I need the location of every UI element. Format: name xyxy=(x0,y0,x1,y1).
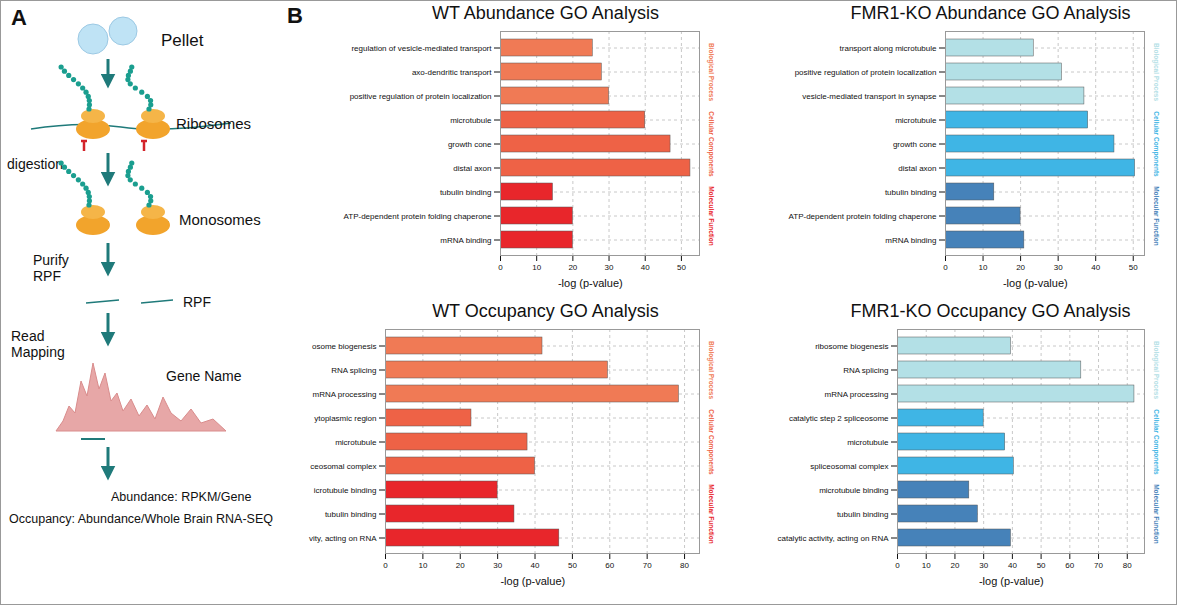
svg-text:80: 80 xyxy=(680,561,689,570)
svg-text:Molecular Function: Molecular Function xyxy=(708,186,715,246)
svg-text:icrotubule binding: icrotubule binding xyxy=(314,486,377,495)
html-text:-log (p-value): -log (p-value) xyxy=(500,575,566,587)
svg-text:spliceosomal complex: spliceosomal complex xyxy=(810,462,888,471)
svg-text:10: 10 xyxy=(418,561,427,570)
svg-text:catalytic activity, acting on: catalytic activity, acting on RNA xyxy=(777,534,889,543)
svg-text:60: 60 xyxy=(605,561,614,570)
svg-text:Cellular Components: Cellular Components xyxy=(707,409,715,475)
svg-text:tubulin binding: tubulin binding xyxy=(837,510,889,519)
html-text:WT Occupancy GO Analysis: WT Occupancy GO Analysis xyxy=(432,301,659,321)
svg-text:40: 40 xyxy=(1008,561,1017,570)
svg-text:0: 0 xyxy=(943,263,948,272)
svg-text:40: 40 xyxy=(1091,263,1100,272)
svg-text:50: 50 xyxy=(1129,263,1138,272)
svg-text:positive regulation of protein: positive regulation of protein localizat… xyxy=(795,68,937,77)
svg-text:growth cone: growth cone xyxy=(893,140,937,149)
svg-text:ytoplasmic region: ytoplasmic region xyxy=(314,414,376,423)
svg-text:Biological Process: Biological Process xyxy=(707,43,715,102)
svg-text:digestion: digestion xyxy=(7,156,63,172)
svg-text:30: 30 xyxy=(493,561,502,570)
svg-text:Cellular Components: Cellular Components xyxy=(1152,409,1160,475)
svg-text:PurifyRPF: PurifyRPF xyxy=(33,252,69,284)
svg-text:20: 20 xyxy=(456,561,465,570)
svg-text:mRNA processing: mRNA processing xyxy=(824,390,888,399)
svg-text:vity, acting on RNA: vity, acting on RNA xyxy=(309,534,377,543)
svg-text:ATP-dependent protein folding: ATP-dependent protein folding chaperone xyxy=(789,212,938,221)
svg-text:transport along microtubule: transport along microtubule xyxy=(840,44,937,53)
svg-text:70: 70 xyxy=(1094,561,1103,570)
svg-text:distal axon: distal axon xyxy=(898,164,936,173)
svg-text:ribosome biogenesis: ribosome biogenesis xyxy=(815,342,888,351)
svg-text:80: 80 xyxy=(1123,561,1132,570)
svg-text:Biological Process: Biological Process xyxy=(707,341,715,400)
svg-text:microtubule binding: microtubule binding xyxy=(819,486,888,495)
svg-text:microtubule: microtubule xyxy=(335,438,377,447)
svg-text:Monosomes: Monosomes xyxy=(179,211,261,228)
svg-text:30: 30 xyxy=(605,263,614,272)
svg-text:Occupancy: Abundance/Whole Bra: Occupancy: Abundance/Whole Brain RNA-SEQ xyxy=(9,512,273,526)
svg-text:20: 20 xyxy=(1016,263,1025,272)
svg-text:ceosomal complex: ceosomal complex xyxy=(310,462,376,471)
svg-text:mRNA binding: mRNA binding xyxy=(440,236,491,245)
svg-text:vesicle-mediated transport in: vesicle-mediated transport in synapse xyxy=(802,92,937,101)
svg-text:10: 10 xyxy=(979,263,988,272)
svg-text:70: 70 xyxy=(643,561,652,570)
html-text:FMR1-KO Occupancy GO Analysis: FMR1-KO Occupancy GO Analysis xyxy=(850,301,1131,321)
svg-text:microtubule: microtubule xyxy=(895,116,937,125)
svg-text:tubulin binding: tubulin binding xyxy=(325,510,377,519)
svg-text:0: 0 xyxy=(383,561,388,570)
svg-text:40: 40 xyxy=(641,263,650,272)
html-text:-log (p-value): -log (p-value) xyxy=(1002,277,1068,289)
svg-text:A: A xyxy=(11,5,27,30)
svg-text:20: 20 xyxy=(568,263,577,272)
svg-text:Cellular Components: Cellular Components xyxy=(1152,111,1160,177)
svg-text:10: 10 xyxy=(532,263,541,272)
svg-text:0: 0 xyxy=(895,561,900,570)
svg-text:Gene Name: Gene Name xyxy=(166,368,242,384)
svg-text:distal axon: distal axon xyxy=(453,164,491,173)
svg-text:Biological Process: Biological Process xyxy=(1152,43,1160,102)
svg-text:ATP-dependent protein folding: ATP-dependent protein folding chaperone xyxy=(344,212,493,221)
html-text:-log (p-value): -log (p-value) xyxy=(557,277,623,289)
svg-text:50: 50 xyxy=(677,263,686,272)
svg-text:RNA splicing: RNA splicing xyxy=(843,366,888,375)
svg-text:RNA splicing: RNA splicing xyxy=(331,366,376,375)
svg-text:RPF: RPF xyxy=(183,294,211,310)
svg-text:Pellet: Pellet xyxy=(161,31,204,50)
svg-text:50: 50 xyxy=(568,561,577,570)
svg-text:Abundance: RPKM/Gene: Abundance: RPKM/Gene xyxy=(111,490,251,504)
svg-text:Ribosomes: Ribosomes xyxy=(176,115,251,132)
svg-text:growth cone: growth cone xyxy=(448,140,492,149)
svg-text:Cellular Components: Cellular Components xyxy=(707,111,715,177)
svg-text:axo-dendritic transport: axo-dendritic transport xyxy=(412,68,492,77)
svg-text:30: 30 xyxy=(1054,263,1063,272)
svg-text:positive regulation of protein: positive regulation of protein localizat… xyxy=(350,92,492,101)
svg-text:30: 30 xyxy=(979,561,988,570)
html-text:WT Abundance GO Analysis: WT Abundance GO Analysis xyxy=(432,3,659,23)
svg-text:Molecular Function: Molecular Function xyxy=(1153,484,1160,544)
svg-text:mRNA binding: mRNA binding xyxy=(885,236,936,245)
svg-text:Biological Process: Biological Process xyxy=(1152,341,1160,400)
svg-text:Molecular Function: Molecular Function xyxy=(708,484,715,544)
html-text:B: B xyxy=(287,3,303,28)
svg-text:40: 40 xyxy=(531,561,540,570)
svg-text:regulation of vesicle-mediated: regulation of vesicle-mediated transport xyxy=(351,44,492,53)
svg-text:ReadMapping: ReadMapping xyxy=(11,328,65,360)
svg-text:microtubule: microtubule xyxy=(450,116,492,125)
html-text:-log (p-value): -log (p-value) xyxy=(978,575,1044,587)
svg-text:tubulin binding: tubulin binding xyxy=(440,188,492,197)
svg-text:mRNA processing: mRNA processing xyxy=(312,390,376,399)
svg-text:osome biogenesis: osome biogenesis xyxy=(312,342,376,351)
svg-text:10: 10 xyxy=(922,561,931,570)
svg-text:microtubule: microtubule xyxy=(847,438,889,447)
svg-text:0: 0 xyxy=(498,263,503,272)
svg-text:catalytic step 2 spliceosome: catalytic step 2 spliceosome xyxy=(789,414,889,423)
svg-text:60: 60 xyxy=(1065,561,1074,570)
svg-text:20: 20 xyxy=(950,561,959,570)
svg-text:50: 50 xyxy=(1037,561,1046,570)
svg-text:Molecular Function: Molecular Function xyxy=(1153,186,1160,246)
html-text:FMR1-KO Abundance GO Analysis: FMR1-KO Abundance GO Analysis xyxy=(850,3,1131,23)
svg-text:tubulin binding: tubulin binding xyxy=(885,188,937,197)
